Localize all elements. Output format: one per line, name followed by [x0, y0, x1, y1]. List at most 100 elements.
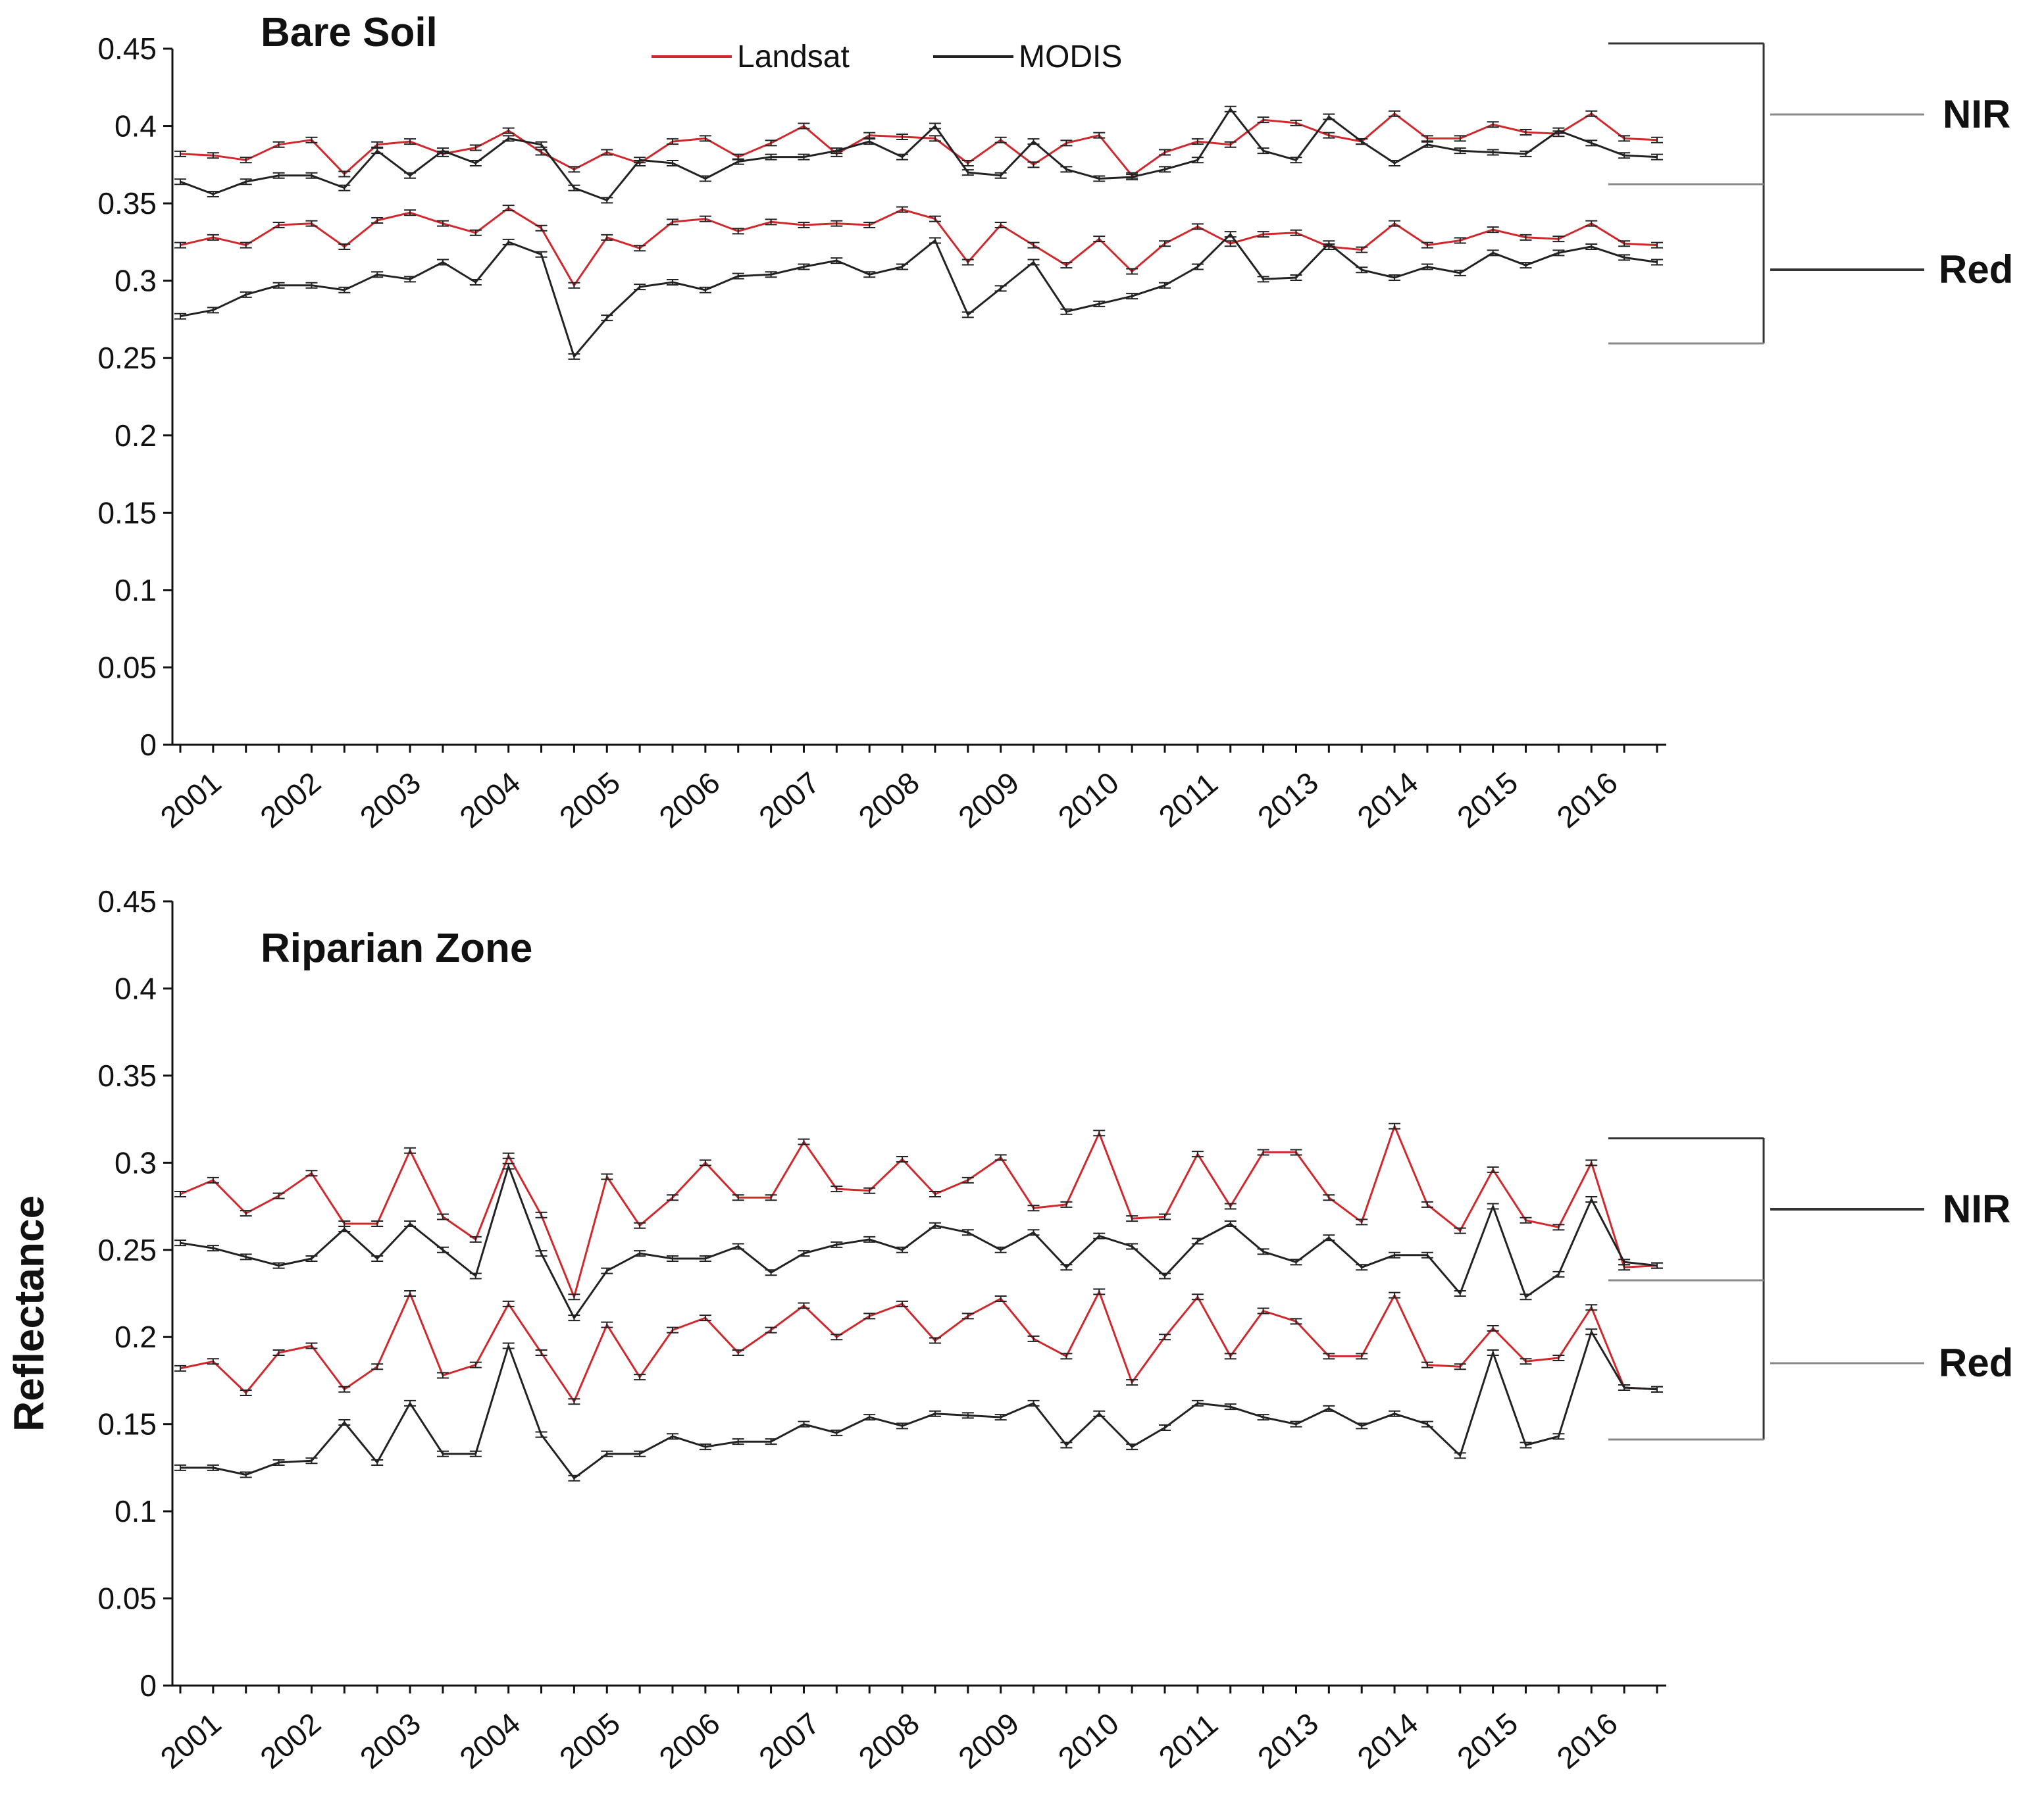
data-point: [502, 238, 515, 245]
data-point: [174, 313, 186, 320]
data-point: [1093, 1288, 1106, 1295]
data-point: [634, 1450, 646, 1457]
data-point: [1585, 139, 1598, 147]
x-tick-label: 2006: [653, 765, 727, 835]
data-point: [535, 1250, 548, 1257]
bare-soil-panel: 0 0.05 0.1 0.15 0.2 0.25 0.3 0.35 0.4 0.45 2001 200…: [97, 10, 2013, 835]
y-tick-label: 0.15: [97, 495, 157, 530]
data-point: [174, 1365, 186, 1372]
series-line-landsat-nir: [180, 113, 1658, 177]
data-point: [929, 1191, 941, 1198]
data-point: [1618, 1384, 1631, 1391]
data-point: [667, 159, 678, 166]
data-point: [1060, 1353, 1073, 1360]
bare-soil-series: [174, 105, 1663, 360]
data-point: [338, 243, 351, 250]
data-point: [1191, 263, 1204, 270]
data-point: [1191, 138, 1204, 145]
data-point: [830, 1241, 843, 1248]
data-point: [929, 1337, 941, 1344]
data-point: [1389, 159, 1401, 166]
data-point: [1421, 1201, 1433, 1208]
data-point: [1290, 119, 1302, 126]
data-point: [994, 222, 1007, 229]
data-point: [371, 147, 384, 155]
riparian-zone-title: Riparian Zone: [261, 926, 532, 971]
x-tick-label: 2014: [1351, 1706, 1425, 1776]
data-point: [1651, 1262, 1663, 1269]
data-point: [174, 1240, 186, 1247]
data-point: [436, 1372, 449, 1379]
data-point: [1159, 1272, 1171, 1280]
data-point: [1651, 153, 1663, 161]
x-tick-label: 2011: [1152, 1707, 1224, 1774]
data-point: [240, 1210, 252, 1217]
x-tick-label: 2005: [553, 765, 626, 835]
data-point: [404, 1290, 417, 1297]
data-point: [929, 237, 941, 244]
data-point: [634, 1374, 646, 1381]
data-point: [1159, 166, 1171, 173]
data-point: [1159, 149, 1171, 156]
data-point: [1389, 1410, 1401, 1417]
data-point: [1027, 1335, 1040, 1342]
data-point: [1585, 243, 1598, 250]
data-point: [994, 1246, 1007, 1253]
data-point: [535, 141, 548, 148]
data-point: [601, 1321, 613, 1328]
data-point: [929, 215, 941, 222]
x-tick-label: 2010: [1052, 1706, 1125, 1776]
data-point: [1224, 105, 1237, 113]
data-point: [699, 175, 711, 182]
y-tick-label: 0.15: [97, 1407, 157, 1441]
data-point: [174, 178, 186, 186]
data-point: [896, 1422, 909, 1430]
data-point: [961, 1229, 974, 1236]
data-point: [1520, 1441, 1532, 1449]
data-point: [699, 1315, 711, 1322]
data-point: [1389, 110, 1401, 117]
data-point: [535, 1431, 548, 1438]
data-point: [207, 1176, 219, 1184]
data-point: [1027, 1205, 1040, 1212]
x-tick-label: 2009: [952, 1706, 1025, 1776]
data-point: [207, 191, 219, 198]
data-point: [896, 1246, 909, 1253]
data-point: [961, 1313, 974, 1320]
data-point: [207, 234, 219, 241]
series-line-modis-red: [180, 1330, 1658, 1480]
series-line-modis-nir: [180, 108, 1658, 201]
data-point: [765, 1438, 777, 1445]
data-point: [535, 1349, 548, 1357]
data-point: [1323, 240, 1335, 247]
data-point: [1552, 249, 1565, 257]
data-point: [1224, 1403, 1237, 1411]
data-point: [469, 1236, 482, 1243]
data-point: [1454, 1363, 1466, 1370]
x-tick-label: 2004: [453, 1706, 527, 1776]
data-point: [1585, 110, 1598, 117]
data-point: [1093, 1130, 1106, 1137]
riparian-zone-red-label: Red: [1939, 1341, 2013, 1385]
data-point: [1356, 1264, 1368, 1271]
data-point: [1585, 220, 1598, 227]
data-point: [732, 1349, 744, 1357]
data-point: [371, 1255, 384, 1263]
data-point: [1552, 1355, 1565, 1362]
y-tick-label: 0.25: [97, 341, 157, 375]
data-point: [1159, 1213, 1171, 1220]
data-point: [1487, 121, 1499, 128]
data-point: [896, 1156, 909, 1163]
data-point: [1421, 263, 1433, 270]
data-point: [1224, 141, 1237, 148]
data-point: [896, 206, 909, 213]
data-point: [502, 1152, 515, 1159]
data-point: [798, 1302, 810, 1309]
data-point: [436, 1450, 449, 1457]
data-point: [1290, 1318, 1302, 1325]
x-tick-label: 2010: [1052, 765, 1125, 835]
data-point: [798, 122, 810, 130]
data-point: [1060, 1201, 1073, 1208]
data-point: [535, 224, 548, 232]
data-point: [1552, 1224, 1565, 1231]
